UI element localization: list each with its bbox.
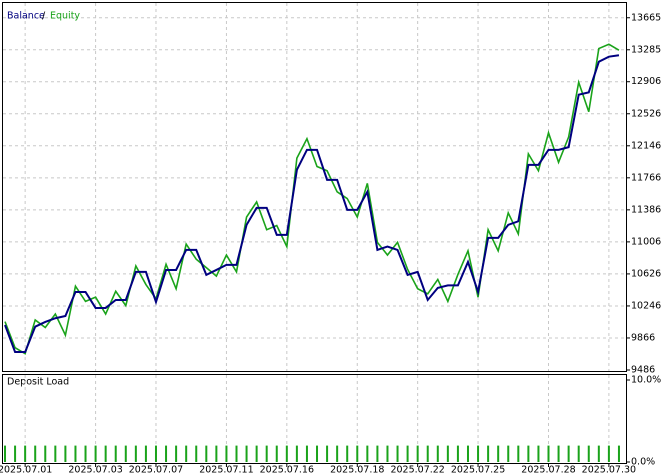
load-bar [477, 445, 480, 462]
load-bar [577, 445, 580, 462]
x-tick-label: 2025.07.28 [521, 465, 575, 476]
load-bar [104, 445, 107, 462]
load-bar [356, 445, 359, 462]
x-tick-label: 2025.07.07 [129, 465, 183, 476]
load-bar [154, 445, 157, 462]
load-bar [54, 445, 57, 462]
load-bar [265, 445, 268, 462]
load-bar [205, 445, 208, 462]
load-bar [527, 445, 530, 462]
load-bar [326, 445, 329, 462]
series-line [4, 54, 620, 353]
load-bar [517, 445, 520, 462]
load-bar [607, 445, 610, 462]
y-tick-label: 9866 [631, 332, 655, 343]
load-bar [386, 445, 389, 462]
load-bar [426, 445, 429, 462]
load-bar [366, 445, 369, 462]
load-bar [285, 445, 288, 462]
y-tick-label: 12526 [631, 108, 661, 119]
y-tick-label: 11006 [631, 236, 661, 247]
y-tick-label: 10.0% [631, 375, 661, 386]
load-bar [487, 445, 490, 462]
y-tick-label: 10246 [631, 300, 661, 311]
main-frame [2, 2, 627, 372]
load-bar [44, 445, 47, 462]
load-bar [547, 445, 550, 462]
load-bar [34, 445, 37, 462]
x-tick-label: 2025.07.18 [330, 465, 384, 476]
load-bar [597, 445, 600, 462]
load-bar [114, 445, 117, 462]
load-bar [376, 445, 379, 462]
load-bar [497, 445, 500, 462]
load-bar [195, 445, 198, 462]
x-tick-label: 2025.07.25 [451, 465, 505, 476]
load-bar [14, 445, 17, 462]
load-bar [617, 445, 620, 462]
load-bar [436, 445, 439, 462]
load-bar [557, 445, 560, 462]
load-bar [84, 445, 87, 462]
y-tick-label: 11386 [631, 204, 661, 215]
x-tick-label: 2025.07.11 [199, 465, 253, 476]
load-bar [507, 445, 510, 462]
load-bar [124, 445, 127, 462]
load-bar [295, 445, 298, 462]
load-bar [4, 445, 7, 462]
x-tick-label: 2025.07.03 [68, 465, 122, 476]
load-bar [305, 445, 308, 462]
load-bar [456, 445, 459, 462]
legend-balance: Balance [7, 11, 45, 22]
load-bar [416, 445, 419, 462]
load-bar [165, 445, 168, 462]
x-tick-label: 2025.07.16 [260, 465, 314, 476]
load-bar [275, 445, 278, 462]
load-frame [2, 374, 627, 464]
y-tick-label: 9486 [631, 365, 655, 376]
load-bar [185, 445, 188, 462]
y-tick-label: 13665 [631, 12, 661, 23]
legend-equity: Equity [50, 11, 80, 22]
load-bar [446, 445, 449, 462]
load-bar [24, 445, 27, 462]
load-bar [587, 445, 590, 462]
y-tick-label: 12146 [631, 140, 661, 151]
legend-separator: / [42, 11, 46, 22]
load-bar [215, 445, 218, 462]
load-bar [255, 445, 258, 462]
y-tick-label: 11766 [631, 172, 661, 183]
x-tick-label: 2025.07.01 [0, 465, 52, 476]
load-bar [134, 445, 137, 462]
load-bar [175, 445, 178, 462]
y-tick-label: 13285 [631, 44, 661, 55]
load-bar [74, 445, 77, 462]
y-tick-label: 10626 [631, 268, 661, 279]
legend: Balance / Equity [7, 11, 80, 22]
load-bar [64, 445, 67, 462]
y-tick-label: 12906 [631, 76, 661, 87]
x-tick-label: 2025.07.22 [390, 465, 444, 476]
load-bar [245, 445, 248, 462]
y-tick-label: 0.0% [631, 457, 655, 468]
load-bar [567, 445, 570, 462]
load-bar [144, 445, 147, 462]
load-bar [537, 445, 540, 462]
series-line [4, 43, 620, 355]
load-bar [466, 445, 469, 462]
load-bar [346, 445, 349, 462]
x-tick-label: 2025.07.30 [582, 465, 636, 476]
load-bar [406, 445, 409, 462]
load-bar [94, 445, 97, 462]
load-bar [396, 445, 399, 462]
load-bar [336, 445, 339, 462]
load-bar [316, 445, 319, 462]
load-bar [225, 445, 228, 462]
load-bar [235, 445, 238, 462]
load-title: Deposit Load [7, 377, 69, 388]
